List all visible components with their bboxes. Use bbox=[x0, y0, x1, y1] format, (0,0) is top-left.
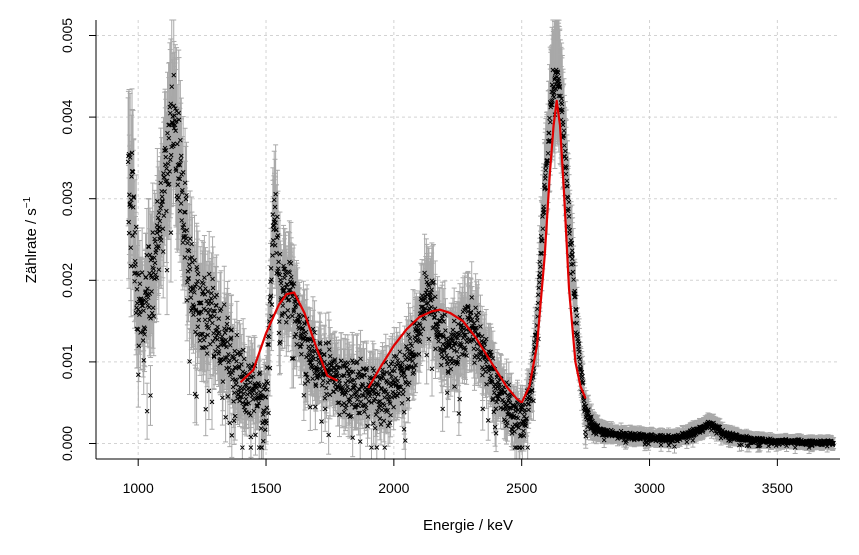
error-bars bbox=[125, 19, 837, 460]
grid-lines bbox=[96, 20, 840, 459]
